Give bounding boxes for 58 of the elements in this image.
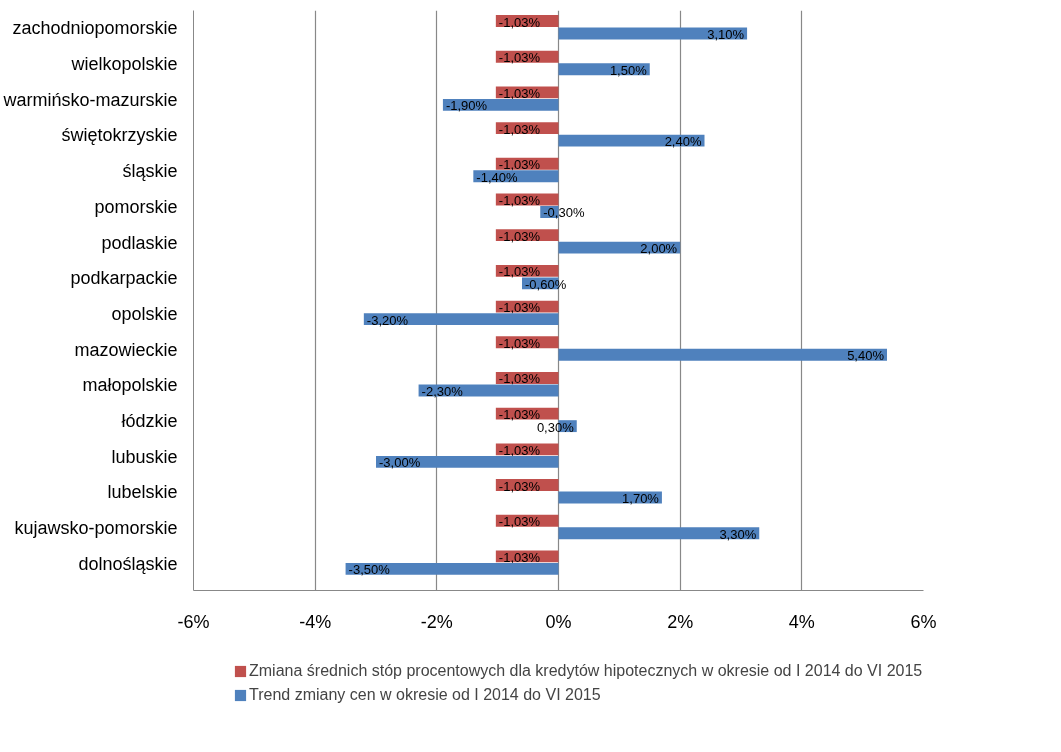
y-tick-label: wielkopolskie — [70, 54, 178, 75]
y-tick-label: opolskie — [111, 303, 178, 324]
data-label: -1,03% — [498, 407, 541, 423]
x-tick-label: -6% — [177, 611, 210, 632]
data-label: -3,20% — [366, 312, 409, 328]
data-label: -3,00% — [379, 455, 421, 471]
x-tick-label: 2% — [667, 611, 694, 632]
bar — [376, 455, 559, 468]
y-tick-label: dolnośląskie — [78, 553, 178, 574]
data-label: -1,03% — [498, 121, 541, 137]
data-label: -2,30% — [421, 383, 464, 399]
y-tick-label: kujawsko-pomorskie — [14, 518, 178, 539]
legend-label: Trend zmiany cen w okresie od I 2014 do VI 2015 — [249, 686, 601, 704]
bar — [558, 348, 887, 361]
y-tick-label: lubuskie — [111, 446, 178, 467]
data-label: -1,03% — [498, 85, 541, 101]
data-label: -1,90% — [445, 98, 488, 114]
y-tick-label: lubelskie — [107, 482, 178, 503]
x-tick-label: 4% — [788, 611, 815, 632]
y-tick-label: warmińsko-mazurskie — [2, 89, 178, 110]
y-tick-label: łódzkie — [121, 410, 178, 431]
x-tick-label: 0% — [545, 611, 572, 632]
data-label: 3,10% — [707, 27, 745, 43]
legend-label: Zmiana średnich stóp procentowych dla kredytów hipotecznych w okresie od I 2014 do VI 2015 — [249, 662, 923, 680]
data-label: -1,03% — [498, 442, 541, 458]
data-label: 2,00% — [640, 241, 678, 257]
data-label: -1,03% — [498, 371, 541, 387]
data-label: -1,03% — [498, 264, 541, 280]
bar — [558, 134, 705, 147]
y-tick-label: śląskie — [122, 161, 178, 182]
y-tick-label: podkarpackie — [70, 268, 178, 289]
x-tick-label: -4% — [299, 611, 332, 632]
data-label: 1,50% — [609, 62, 648, 78]
data-label: 1,70% — [622, 491, 660, 507]
data-label: -1,03% — [498, 14, 541, 30]
data-label: -1,03% — [498, 300, 541, 316]
data-label: -1,03% — [498, 50, 541, 66]
data-label: -1,03% — [498, 228, 541, 244]
data-label: -1,03% — [498, 192, 541, 208]
data-label: -1,03% — [498, 514, 541, 530]
data-label: 2,40% — [664, 134, 702, 150]
data-label: -1,03% — [498, 335, 541, 351]
data-label: -3,50% — [348, 562, 391, 578]
y-tick-label: świętokrzyskie — [61, 125, 178, 146]
y-tick-label: mazowieckie — [74, 339, 178, 360]
x-tick-label: -2% — [420, 611, 453, 632]
y-tick-label: podlaskie — [101, 232, 178, 253]
data-label: -1,03% — [498, 478, 541, 494]
data-label: 5,40% — [847, 348, 885, 364]
y-tick-label: pomorskie — [94, 196, 178, 217]
y-tick-label: zachodniopomorskie — [12, 18, 178, 39]
x-tick-label: 6% — [910, 611, 937, 632]
y-tick-label: małopolskie — [82, 375, 178, 396]
bar — [558, 527, 760, 540]
data-label: -1,03% — [498, 549, 541, 565]
bar — [363, 313, 559, 325]
data-label: 3,30% — [719, 526, 757, 542]
bar — [345, 562, 559, 575]
